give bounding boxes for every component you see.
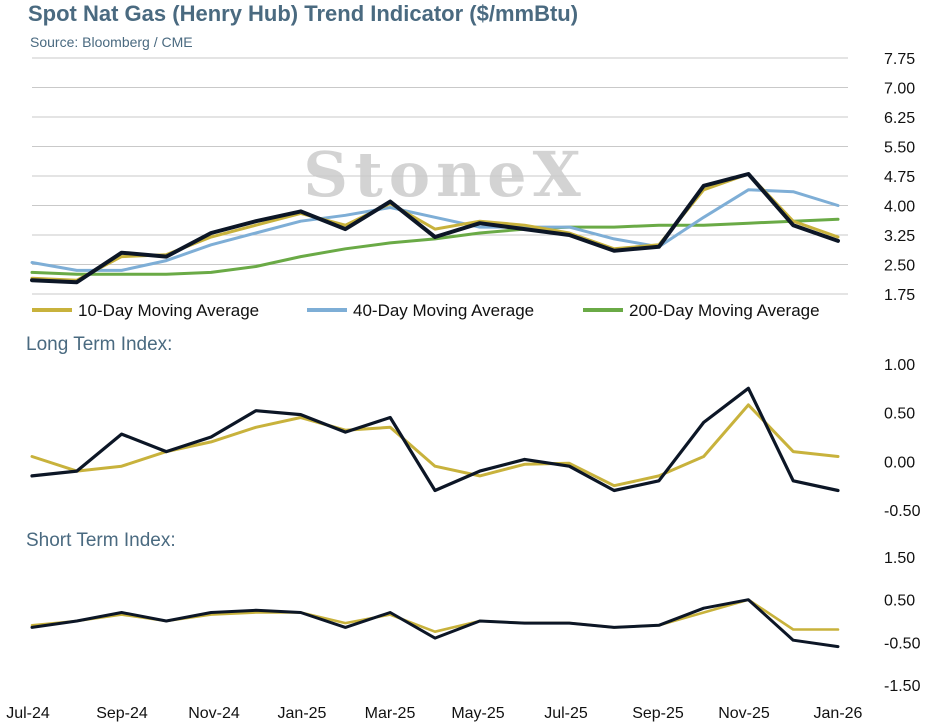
series-line-spot [30, 172, 840, 285]
short-term-title: Short Term Index: [26, 530, 176, 551]
series-line-spot [30, 598, 840, 649]
x-tick-label: Sep-25 [632, 705, 684, 722]
panel-2: 1.00 0.50 0.00 -0.50 [30, 357, 921, 520]
x-tick-label: Nov-24 [188, 705, 240, 722]
y-tick-label: 7.75 [884, 51, 915, 68]
legend-label-ma10: 10-Day Moving Average [78, 301, 259, 320]
legend-label-ma200: 200-Day Moving Average [629, 301, 820, 320]
y-tick-label: 6.25 [884, 110, 915, 127]
y-tick-label: 3.25 [884, 228, 915, 245]
panel-3: 1.50 0.50 -0.50 -1.50 [30, 550, 921, 695]
series-line-ma40 [30, 188, 840, 272]
long-term-title: Long Term Index: [26, 334, 173, 355]
y-tick-label: 0.00 [884, 454, 915, 471]
y-tick-label: -0.50 [884, 635, 921, 652]
y-tick-label: 1.50 [884, 550, 915, 567]
panel-1: 7.75 7.00 6.25 5.50 4.75 4.00 3.25 2.50 1.75 10-D… [30, 51, 915, 320]
chart-source: Source: Bloomberg / CME [30, 34, 193, 50]
y-tick-label: 0.50 [884, 593, 915, 610]
x-tick-label: Jan-26 [814, 705, 863, 722]
y-tick-label: 1.00 [884, 357, 915, 374]
y-tick-label: 2.50 [884, 258, 915, 275]
chart-title: Spot Nat Gas (Henry Hub) Trend Indicator… [28, 1, 579, 26]
x-tick-label: Nov-25 [718, 705, 770, 722]
y-tick-label: 4.75 [884, 169, 915, 186]
y-tick-label: 4.00 [884, 199, 915, 216]
y-tick-label: -1.50 [884, 678, 921, 695]
x-tick-label: Sep-24 [96, 705, 148, 722]
x-tick-label: May-25 [451, 705, 504, 722]
legend-label-ma40: 40-Day Moving Average [353, 301, 534, 320]
y-tick-label: -0.50 [884, 503, 921, 520]
x-tick-label: Jan-25 [278, 705, 327, 722]
x-tick-label: Jul-25 [544, 705, 588, 722]
series-line-spot [30, 386, 840, 493]
y-tick-label: 1.75 [884, 287, 915, 304]
x-tick-label: Mar-25 [365, 705, 416, 722]
x-tick-label: Jul-24 [6, 705, 50, 722]
y-tick-label: 5.50 [884, 140, 915, 157]
y-tick-label: 7.00 [884, 81, 915, 98]
y-tick-label: 0.50 [884, 406, 915, 423]
stonex-watermark: StoneX [303, 138, 586, 211]
